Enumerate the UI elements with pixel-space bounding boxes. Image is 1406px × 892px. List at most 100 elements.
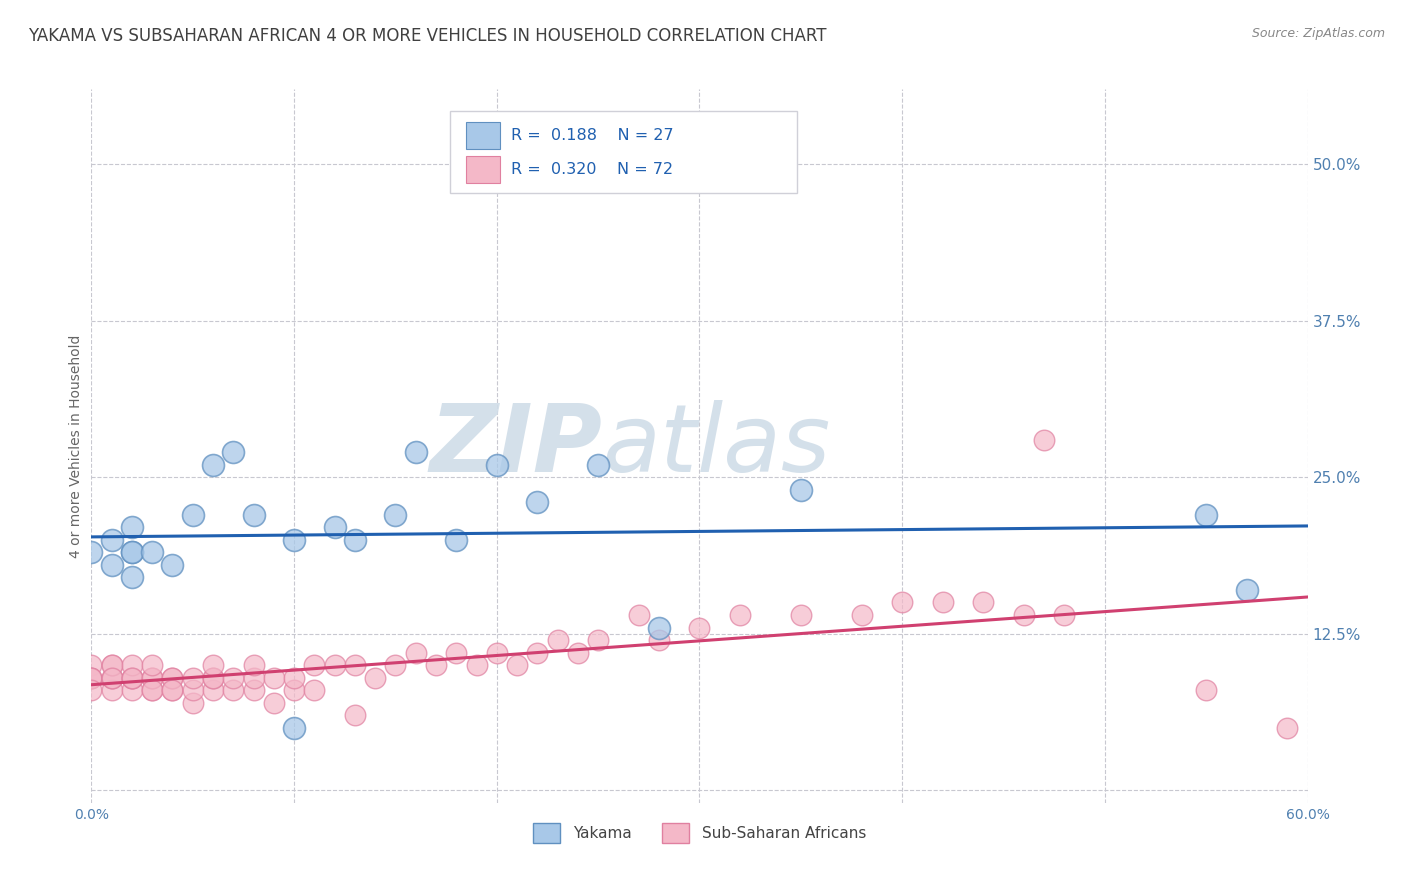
Point xyxy=(304,658,326,673)
Point xyxy=(323,520,346,534)
Point xyxy=(627,607,650,622)
Point xyxy=(790,607,813,622)
Text: atlas: atlas xyxy=(602,401,831,491)
Point xyxy=(1277,721,1299,735)
Point xyxy=(162,683,184,698)
Point xyxy=(121,545,143,559)
Point xyxy=(202,683,225,698)
Point xyxy=(222,671,245,685)
Point xyxy=(444,646,467,660)
Point xyxy=(80,658,103,673)
Point xyxy=(141,671,163,685)
Text: ZIP: ZIP xyxy=(429,400,602,492)
Point xyxy=(648,621,671,635)
Point xyxy=(931,595,953,609)
Point xyxy=(891,595,914,609)
Point xyxy=(162,683,184,698)
Point xyxy=(1033,433,1056,447)
Point xyxy=(80,683,103,698)
Point xyxy=(263,696,285,710)
Point xyxy=(141,658,163,673)
Point xyxy=(100,683,122,698)
Point xyxy=(100,533,122,547)
Point xyxy=(384,508,406,522)
Point xyxy=(405,646,427,660)
Point xyxy=(405,445,427,459)
Point xyxy=(80,671,103,685)
Point xyxy=(485,646,508,660)
Point xyxy=(384,658,406,673)
Point xyxy=(121,658,143,673)
Point xyxy=(121,671,143,685)
Point xyxy=(100,671,122,685)
Point xyxy=(283,533,305,547)
Point xyxy=(1053,607,1076,622)
Point xyxy=(141,683,163,698)
Point xyxy=(790,483,813,497)
Point xyxy=(586,458,609,472)
Point xyxy=(162,558,184,572)
Text: R =  0.320    N = 72: R = 0.320 N = 72 xyxy=(510,162,673,178)
Legend: Yakama, Sub-Saharan Africans: Yakama, Sub-Saharan Africans xyxy=(527,817,872,848)
Point xyxy=(728,607,751,622)
Point xyxy=(567,646,589,660)
Point xyxy=(181,696,204,710)
Point xyxy=(972,595,994,609)
Point xyxy=(100,671,122,685)
Point xyxy=(242,683,264,698)
Point xyxy=(141,545,163,559)
Point xyxy=(1236,582,1258,597)
Point xyxy=(343,658,366,673)
FancyBboxPatch shape xyxy=(465,122,501,149)
Point xyxy=(121,570,143,584)
FancyBboxPatch shape xyxy=(450,111,797,193)
Point xyxy=(425,658,447,673)
Point xyxy=(100,658,122,673)
Point xyxy=(80,545,103,559)
Point xyxy=(202,458,225,472)
Point xyxy=(121,683,143,698)
Point xyxy=(100,658,122,673)
Point xyxy=(121,545,143,559)
Point xyxy=(526,495,548,509)
Point xyxy=(1195,508,1218,522)
Point xyxy=(242,508,264,522)
Point xyxy=(242,658,264,673)
Point xyxy=(343,708,366,723)
FancyBboxPatch shape xyxy=(465,156,501,184)
Point xyxy=(688,621,710,635)
Point xyxy=(444,533,467,547)
Point xyxy=(100,558,122,572)
Text: Source: ZipAtlas.com: Source: ZipAtlas.com xyxy=(1251,27,1385,40)
Point xyxy=(263,671,285,685)
Text: YAKAMA VS SUBSAHARAN AFRICAN 4 OR MORE VEHICLES IN HOUSEHOLD CORRELATION CHART: YAKAMA VS SUBSAHARAN AFRICAN 4 OR MORE V… xyxy=(28,27,827,45)
Point xyxy=(526,646,548,660)
Point xyxy=(222,683,245,698)
Point xyxy=(181,683,204,698)
Point xyxy=(485,458,508,472)
Point xyxy=(202,658,225,673)
Point xyxy=(343,533,366,547)
Point xyxy=(465,658,488,673)
Point xyxy=(141,671,163,685)
Point xyxy=(1195,683,1218,698)
Point xyxy=(80,671,103,685)
Point xyxy=(851,607,873,622)
Point xyxy=(121,520,143,534)
Point xyxy=(181,508,204,522)
Point xyxy=(364,671,387,685)
Point xyxy=(323,658,346,673)
Point xyxy=(162,671,184,685)
Point xyxy=(162,671,184,685)
Point xyxy=(648,633,671,648)
Point xyxy=(181,671,204,685)
Point xyxy=(242,671,264,685)
Point xyxy=(547,633,569,648)
Point xyxy=(202,671,225,685)
Point xyxy=(222,445,245,459)
Point xyxy=(121,671,143,685)
Point xyxy=(202,671,225,685)
Point xyxy=(283,671,305,685)
Point xyxy=(1012,607,1035,622)
Y-axis label: 4 or more Vehicles in Household: 4 or more Vehicles in Household xyxy=(69,334,83,558)
